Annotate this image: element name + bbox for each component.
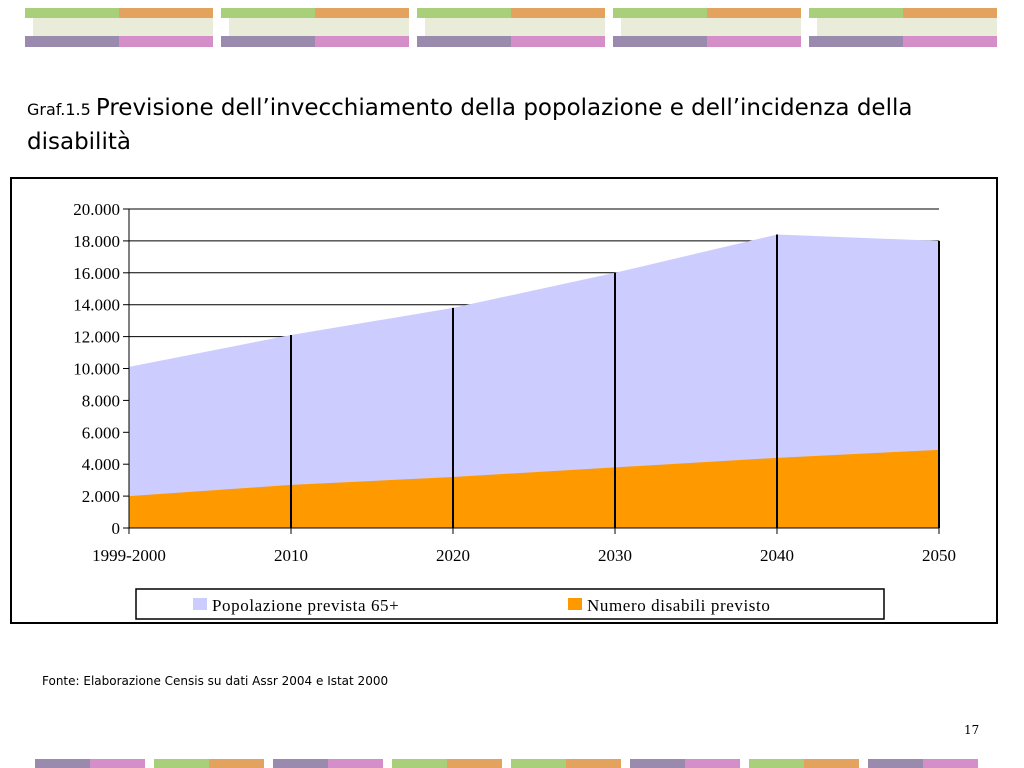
band-light (817, 18, 997, 36)
legend: Popolazione prevista 65+ Numero disabili … (135, 588, 885, 620)
band-orange (903, 8, 997, 18)
legend-label-disabili: Numero disabili previsto (587, 596, 770, 615)
band-orange (707, 8, 801, 18)
area-chart: 0 2.000 4.000 6.000 8.000 10.000 12.000 14.000 1… (73, 200, 956, 620)
top-decorative-bands (25, 8, 997, 47)
band-purple (809, 36, 903, 47)
y-tick-label: 10.000 (73, 360, 120, 379)
x-tick-label: 2050 (922, 546, 956, 565)
y-tick-label: 18.000 (73, 232, 120, 251)
x-tick-label: 2020 (436, 546, 470, 565)
footer-band (804, 759, 859, 768)
source-note: Fonte: Elaborazione Censis su dati Assr … (42, 674, 389, 688)
band-purple (25, 36, 119, 47)
footer-band (447, 759, 502, 768)
y-tick-label: 14.000 (73, 296, 120, 315)
x-tick-label: 2030 (598, 546, 632, 565)
footer-band (209, 759, 264, 768)
band-purple (221, 36, 315, 47)
band-green (809, 8, 903, 18)
page-number: 17 (964, 723, 980, 737)
area-disabili (129, 449, 939, 528)
y-tick-label: 16.000 (73, 264, 120, 283)
y-tick-label: 12.000 (73, 328, 120, 347)
legend-box (135, 588, 885, 620)
band-orange (511, 8, 605, 18)
band-green (613, 8, 707, 18)
band-pink (707, 36, 801, 47)
footer-band (868, 759, 923, 768)
band-green (25, 8, 119, 18)
band-light (33, 18, 213, 36)
footer-band (630, 759, 685, 768)
footer-band (273, 759, 328, 768)
band-light (425, 18, 605, 36)
y-tick-label: 20.000 (73, 200, 120, 219)
footer-band (90, 759, 145, 768)
chart-frame: 0 2.000 4.000 6.000 8.000 10.000 12.000 14.000 1… (10, 177, 998, 624)
y-tick-label: 6.000 (82, 423, 120, 442)
slide-title: Graf.1.5 Previsione dell’invecchiamento … (27, 92, 997, 160)
footer-band (328, 759, 383, 768)
area-popolazione (129, 234, 939, 528)
band-pink (511, 36, 605, 47)
footer-band (566, 759, 621, 768)
footer-band (923, 759, 978, 768)
y-tick-label: 8.000 (82, 391, 120, 410)
band-green (221, 8, 315, 18)
legend-label-popolazione: Popolazione prevista 65+ (212, 596, 399, 615)
legend-swatch-disabili (568, 598, 582, 610)
title-text: Previsione dell’invecchiamento della pop… (27, 95, 913, 155)
footer-band (154, 759, 209, 768)
band-pink (119, 36, 213, 47)
band-purple (613, 36, 707, 47)
y-tick-label: 4.000 (82, 455, 120, 474)
y-tick-label: 0 (112, 519, 121, 538)
band-light (621, 18, 801, 36)
band-orange (119, 8, 213, 18)
legend-swatch-popolazione (193, 598, 207, 610)
band-green (417, 8, 511, 18)
footer-band (35, 759, 90, 768)
band-purple (417, 36, 511, 47)
footer-band (392, 759, 447, 768)
x-tick-label: 2010 (274, 546, 308, 565)
title-prefix: Graf.1.5 (27, 100, 91, 119)
band-light (229, 18, 409, 36)
bottom-decorative-bands (35, 759, 978, 768)
band-orange (315, 8, 409, 18)
band-pink (315, 36, 409, 47)
x-tick-label: 2040 (760, 546, 794, 565)
y-tick-label: 2.000 (82, 487, 120, 506)
band-pink (903, 36, 997, 47)
footer-band (685, 759, 740, 768)
x-tick-label: 1999-2000 (92, 546, 166, 565)
footer-band (749, 759, 804, 768)
footer-band (511, 759, 566, 768)
